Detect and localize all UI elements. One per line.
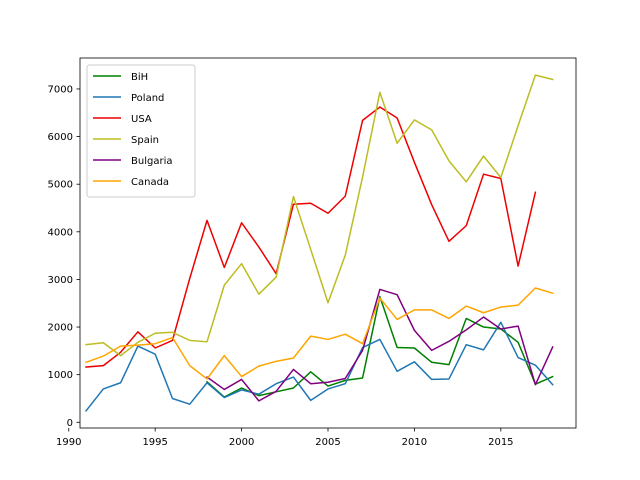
legend-box [86,64,196,198]
series-line-usa [85,106,537,368]
series-layer [84,74,554,412]
y-tick-label: 3000 [48,275,73,286]
legend-label-bih: BiH [131,72,148,83]
legend-label-bulgaria: Bulgaria [131,156,172,167]
legend: BiH Poland USA Spain Bulgaria Canada [86,64,196,198]
x-tick-label: 2005 [315,437,340,448]
y-tick-label: 2000 [48,323,73,334]
x-tick-label: 2000 [229,437,254,448]
series-line-bih [205,295,554,398]
x-axis: 1990 1995 2000 2005 2010 2015 [56,428,514,448]
series-line-poland [84,321,554,412]
y-axis: 0 1000 2000 3000 4000 5000 6000 7000 [48,84,80,429]
legend-label-canada: Canada [131,177,169,188]
legend-label-spain: Spain [131,135,159,146]
x-tick-label: 1990 [56,437,81,448]
y-tick-label: 7000 [48,84,73,95]
y-tick-label: 5000 [48,180,73,191]
y-tick-label: 4000 [48,227,73,238]
legend-label-usa: USA [131,114,152,125]
x-tick-label: 1995 [142,437,167,448]
y-tick-label: 1000 [48,370,73,381]
series-line-bulgaria [205,288,554,402]
y-tick-label: 6000 [48,132,73,143]
series-line-spain [85,74,554,357]
x-tick-label: 2010 [402,437,427,448]
legend-label-poland: Poland [131,93,164,104]
y-tick-label: 0 [67,418,73,429]
series-line-canada [85,287,554,380]
x-tick-label: 2015 [488,437,513,448]
